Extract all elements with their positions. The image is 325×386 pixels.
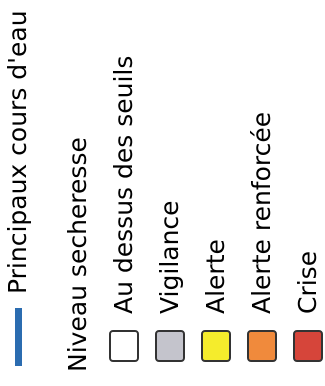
legend-label-rivers: Principaux cours d'eau (3, 10, 32, 294)
vigilance-swatch (155, 330, 185, 362)
legend-item-reinforced-alert: Alerte renforcée (242, 2, 282, 372)
legend-label-above-thresholds: Au dessus des seuils (109, 55, 138, 314)
crisis-swatch (293, 330, 323, 362)
legend-item-alert: Alerte (196, 2, 236, 372)
legend-label-alert: Alerte (201, 239, 230, 314)
legend-item-above-thresholds: Au dessus des seuils (104, 2, 144, 372)
river-line-swatch (14, 308, 22, 366)
legend-item-vigilance: Vigilance (150, 2, 190, 372)
reinforced-alert-swatch (247, 330, 277, 362)
above-thresholds-swatch (109, 330, 139, 362)
legend-item-rivers: Principaux cours d'eau (0, 2, 38, 372)
legend-label-vigilance: Vigilance (155, 200, 184, 314)
legend-label-crisis: Crise (293, 250, 322, 314)
legend-heading: Niveau secheresse (58, 2, 98, 372)
alert-swatch (201, 330, 231, 362)
legend-item-crisis: Crise (288, 2, 325, 372)
legend-heading-label: Niveau secheresse (63, 137, 92, 372)
legend-label-reinforced-alert: Alerte renforcée (247, 111, 276, 314)
